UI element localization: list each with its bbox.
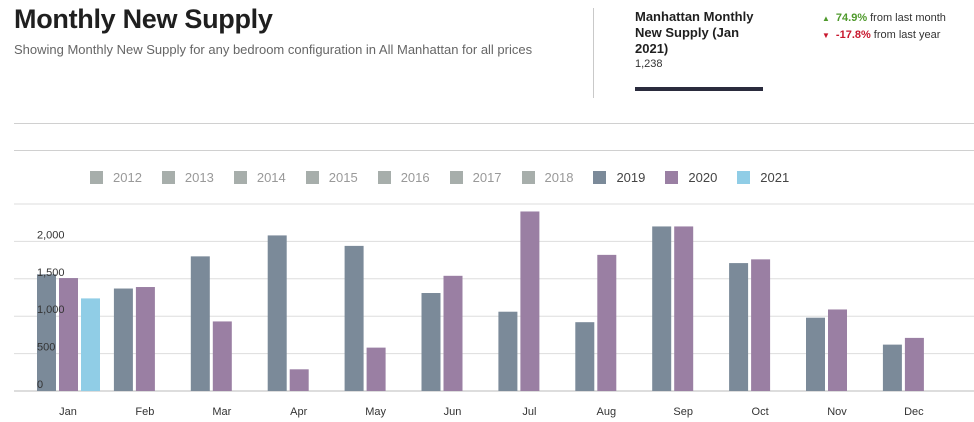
x-tick-label: Dec <box>904 406 924 418</box>
legend-item-2018[interactable]: 2018 <box>521 170 574 185</box>
legend-label: 2016 <box>400 170 430 185</box>
bar-2019-Oct[interactable] <box>729 263 749 391</box>
chart-legend: 2012 2013 2014 2015 2016 2017 2018 2019 2020 2021 <box>90 170 809 185</box>
bar-2020-Sep[interactable] <box>674 226 694 391</box>
legend-item-2017[interactable]: 2017 <box>449 170 502 185</box>
bar-2019-Jun[interactable] <box>421 293 441 391</box>
triangle-down-icon: ▼ <box>822 31 830 40</box>
bar-2020-Dec[interactable] <box>904 337 924 391</box>
change-pct: -17.8% <box>835 29 871 41</box>
bar-2020-Jul[interactable] <box>520 211 540 391</box>
bar-2020-Apr[interactable] <box>289 369 309 391</box>
legend-label: 2013 <box>184 170 214 185</box>
bar-2020-Aug[interactable] <box>597 254 617 391</box>
legend-item-2012[interactable]: 2012 <box>90 170 142 185</box>
bar-2020-Jan[interactable] <box>59 278 78 391</box>
x-tick-label: Apr <box>290 406 307 418</box>
legend-item-2020[interactable]: 2020 <box>665 170 717 185</box>
page-subtitle: Showing Monthly New Supply for any bedro… <box>14 42 533 57</box>
bar-2019-Feb[interactable] <box>113 288 133 391</box>
bar-2019-Sep[interactable] <box>652 226 672 391</box>
legend-label: 2012 <box>113 170 142 185</box>
legend-item-2021[interactable]: 2021 <box>737 170 789 185</box>
legend-swatch <box>665 171 679 184</box>
x-tick-label: Sep <box>673 406 693 418</box>
legend-label: 2019 <box>616 170 646 185</box>
change-pct: 74.9% <box>835 12 868 24</box>
legend-swatch <box>449 171 463 184</box>
x-tick-label: May <box>365 406 386 418</box>
legend-swatch <box>233 171 247 184</box>
legend-label: 2020 <box>688 170 718 185</box>
legend-swatch <box>305 171 319 184</box>
header-divider <box>593 8 594 98</box>
legend-swatch <box>737 171 751 184</box>
stat-underline <box>635 87 763 91</box>
legend-label: 2017 <box>472 170 502 185</box>
page-title: Monthly New Supply <box>14 4 273 34</box>
y-tick-label: 2,000 <box>37 229 65 241</box>
x-tick-label: Jan <box>59 406 77 418</box>
bar-2019-Jan[interactable] <box>37 274 56 391</box>
bar-2019-Dec[interactable] <box>882 344 902 391</box>
legend-swatch <box>90 171 103 184</box>
stat-title: Manhattan Monthly New Supply (Jan 2021) <box>635 9 754 56</box>
legend-swatch <box>161 171 175 184</box>
bar-2019-May[interactable] <box>344 245 364 391</box>
bar-2020-May[interactable] <box>366 347 386 391</box>
legend-label: 2018 <box>544 170 574 185</box>
change-text: from last year <box>873 29 941 41</box>
bar-2020-Nov[interactable] <box>828 309 847 391</box>
change-from-last-year: ▼ -17.8% from last year <box>822 29 940 41</box>
section-divider-top <box>14 123 974 124</box>
legend-label: 2015 <box>328 170 358 185</box>
bar-2019-Jul[interactable] <box>498 311 518 391</box>
legend-item-2015[interactable]: 2015 <box>305 170 358 185</box>
bar-2020-Jun[interactable] <box>443 275 463 391</box>
x-tick-label: Feb <box>135 406 154 418</box>
x-tick-label: Oct <box>752 406 769 418</box>
triangle-up-icon: ▲ <box>822 14 830 23</box>
y-tick-label: 1,500 <box>37 267 65 279</box>
bar-2019-Aug[interactable] <box>575 322 595 391</box>
bar-2020-Feb[interactable] <box>135 287 155 391</box>
bar-2020-Mar[interactable] <box>212 321 232 391</box>
legend-item-2016[interactable]: 2016 <box>377 170 430 185</box>
legend-label: 2014 <box>256 170 286 185</box>
x-tick-label: Jun <box>444 406 462 418</box>
y-tick-label: 0 <box>37 379 43 391</box>
y-tick-label: 1,000 <box>37 304 65 316</box>
x-tick-label: Nov <box>827 406 847 418</box>
bar-2021-Jan[interactable] <box>81 298 100 391</box>
change-from-last-month: ▲ 74.9% from last month <box>822 12 946 24</box>
legend-swatch <box>377 171 391 184</box>
x-tick-label: Aug <box>597 406 617 418</box>
legend-label: 2021 <box>760 170 790 185</box>
legend-item-2014[interactable]: 2014 <box>233 170 286 185</box>
x-tick-label: Mar <box>212 406 231 418</box>
y-tick-label: 500 <box>37 342 55 354</box>
bar-2019-Nov[interactable] <box>806 317 825 391</box>
bar-2019-Mar[interactable] <box>190 256 210 391</box>
legend-swatch <box>521 171 535 184</box>
bar-2019-Apr[interactable] <box>267 235 287 391</box>
x-tick-label: Jul <box>522 406 536 418</box>
section-divider-bottom <box>14 150 974 151</box>
stat-value: 1,238 <box>635 58 663 70</box>
legend-item-2019[interactable]: 2019 <box>593 170 645 185</box>
legend-swatch <box>593 171 607 184</box>
bar-2020-Oct[interactable] <box>751 259 771 391</box>
change-text: from last month <box>870 12 946 24</box>
legend-item-2013[interactable]: 2013 <box>161 170 214 185</box>
